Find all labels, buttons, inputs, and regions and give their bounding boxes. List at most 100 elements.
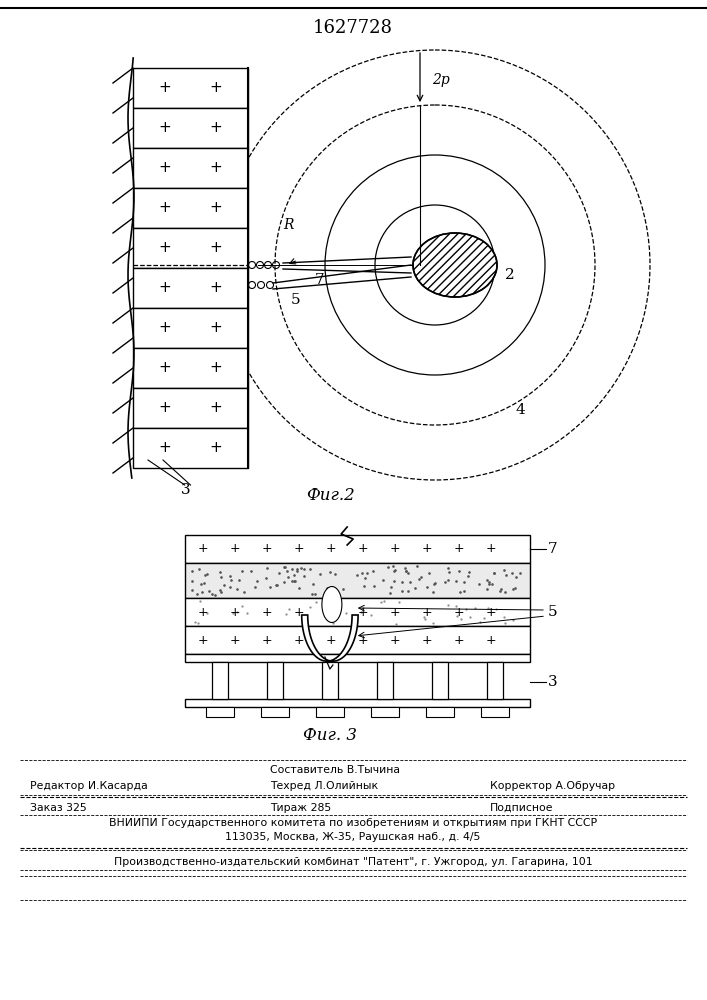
Text: Подписное: Подписное bbox=[490, 803, 554, 813]
Text: +: + bbox=[326, 634, 337, 647]
Text: +: + bbox=[159, 240, 172, 255]
Text: +: + bbox=[209, 81, 222, 96]
Text: +: + bbox=[390, 605, 400, 618]
Bar bbox=[133, 268, 248, 308]
Text: Фиг. 3: Фиг. 3 bbox=[303, 728, 357, 744]
Bar bbox=[316, 707, 344, 717]
Text: +: + bbox=[358, 605, 368, 618]
Bar bbox=[185, 626, 530, 654]
Bar bbox=[206, 707, 234, 717]
Text: +: + bbox=[293, 542, 304, 556]
Bar bbox=[185, 598, 530, 626]
Text: +: + bbox=[358, 542, 368, 556]
Text: +: + bbox=[209, 360, 222, 375]
Text: Производственно-издательский комбинат "Патент", г. Ужгород, ул. Гагарина, 101: Производственно-издательский комбинат "П… bbox=[114, 857, 592, 867]
Text: +: + bbox=[230, 542, 240, 556]
Text: +: + bbox=[390, 542, 400, 556]
Bar bbox=[481, 707, 509, 717]
Bar bbox=[133, 108, 248, 148]
Text: +: + bbox=[262, 634, 272, 647]
Text: +: + bbox=[159, 200, 172, 216]
Bar bbox=[487, 662, 503, 699]
Ellipse shape bbox=[413, 233, 497, 297]
Text: +: + bbox=[421, 634, 432, 647]
Text: +: + bbox=[230, 605, 240, 618]
Text: +: + bbox=[209, 440, 222, 456]
Text: +: + bbox=[209, 280, 222, 296]
Text: 113035, Москва, Ж-35, Раушская наб., д. 4/5: 113035, Москва, Ж-35, Раушская наб., д. … bbox=[226, 832, 481, 842]
Text: 1627728: 1627728 bbox=[313, 19, 393, 37]
Text: +: + bbox=[198, 605, 209, 618]
Text: Техред Л.Олийнык: Техред Л.Олийнык bbox=[270, 781, 378, 791]
Bar bbox=[133, 348, 248, 388]
Text: 2р: 2р bbox=[432, 73, 450, 87]
Text: +: + bbox=[262, 605, 272, 618]
Text: +: + bbox=[159, 360, 172, 375]
Bar bbox=[377, 662, 393, 699]
Text: +: + bbox=[421, 605, 432, 618]
Bar bbox=[133, 68, 248, 108]
Bar bbox=[185, 535, 530, 563]
Bar bbox=[133, 188, 248, 228]
Bar bbox=[432, 662, 448, 699]
Text: +: + bbox=[454, 634, 464, 647]
Text: +: + bbox=[209, 240, 222, 255]
Text: 2: 2 bbox=[505, 268, 515, 282]
Text: Тираж 285: Тираж 285 bbox=[270, 803, 332, 813]
Text: +: + bbox=[209, 160, 222, 176]
Bar bbox=[133, 388, 248, 428]
Polygon shape bbox=[302, 615, 358, 661]
Text: +: + bbox=[230, 634, 240, 647]
Text: +: + bbox=[198, 634, 209, 647]
Bar bbox=[267, 662, 283, 699]
Text: Корректор А.Обручар: Корректор А.Обручар bbox=[490, 781, 615, 791]
Text: +: + bbox=[159, 320, 172, 336]
Text: +: + bbox=[209, 200, 222, 216]
Bar bbox=[133, 428, 248, 468]
Text: 7: 7 bbox=[315, 273, 325, 287]
Text: 7: 7 bbox=[548, 542, 558, 556]
Bar bbox=[426, 707, 454, 717]
Text: Фиг.2: Фиг.2 bbox=[305, 488, 354, 504]
Text: R: R bbox=[283, 218, 293, 232]
Text: +: + bbox=[209, 320, 222, 336]
Text: +: + bbox=[421, 542, 432, 556]
Bar bbox=[322, 662, 338, 699]
Text: +: + bbox=[486, 634, 496, 647]
Text: +: + bbox=[486, 542, 496, 556]
Text: 5: 5 bbox=[291, 293, 300, 307]
Text: +: + bbox=[486, 605, 496, 618]
Text: Редактор И.Касарда: Редактор И.Касарда bbox=[30, 781, 148, 791]
Text: Заказ 325: Заказ 325 bbox=[30, 803, 87, 813]
Text: +: + bbox=[390, 634, 400, 647]
Text: 3: 3 bbox=[548, 675, 558, 689]
Text: +: + bbox=[454, 605, 464, 618]
Text: +: + bbox=[159, 160, 172, 176]
Text: +: + bbox=[293, 634, 304, 647]
Text: 3: 3 bbox=[181, 483, 190, 497]
Bar bbox=[261, 707, 289, 717]
Text: +: + bbox=[209, 120, 222, 135]
Text: +: + bbox=[159, 280, 172, 296]
Text: +: + bbox=[326, 542, 337, 556]
Text: +: + bbox=[326, 605, 337, 618]
Bar bbox=[371, 707, 399, 717]
Bar bbox=[185, 563, 530, 598]
Text: Составитель В.Тычина: Составитель В.Тычина bbox=[270, 765, 400, 775]
Text: ВНИИПИ Государственного комитета по изобретениям и открытиям при ГКНТ СССР: ВНИИПИ Государственного комитета по изоб… bbox=[109, 818, 597, 828]
Text: +: + bbox=[358, 634, 368, 647]
Text: +: + bbox=[159, 400, 172, 416]
Bar bbox=[185, 699, 530, 707]
Text: +: + bbox=[198, 542, 209, 556]
Text: 5: 5 bbox=[548, 605, 558, 619]
Bar bbox=[133, 308, 248, 348]
Text: 4: 4 bbox=[515, 403, 525, 417]
Text: +: + bbox=[159, 440, 172, 456]
Text: +: + bbox=[159, 81, 172, 96]
Text: +: + bbox=[209, 400, 222, 416]
Bar bbox=[212, 662, 228, 699]
Text: +: + bbox=[262, 542, 272, 556]
Polygon shape bbox=[322, 587, 342, 622]
Bar bbox=[133, 148, 248, 188]
Text: +: + bbox=[454, 542, 464, 556]
